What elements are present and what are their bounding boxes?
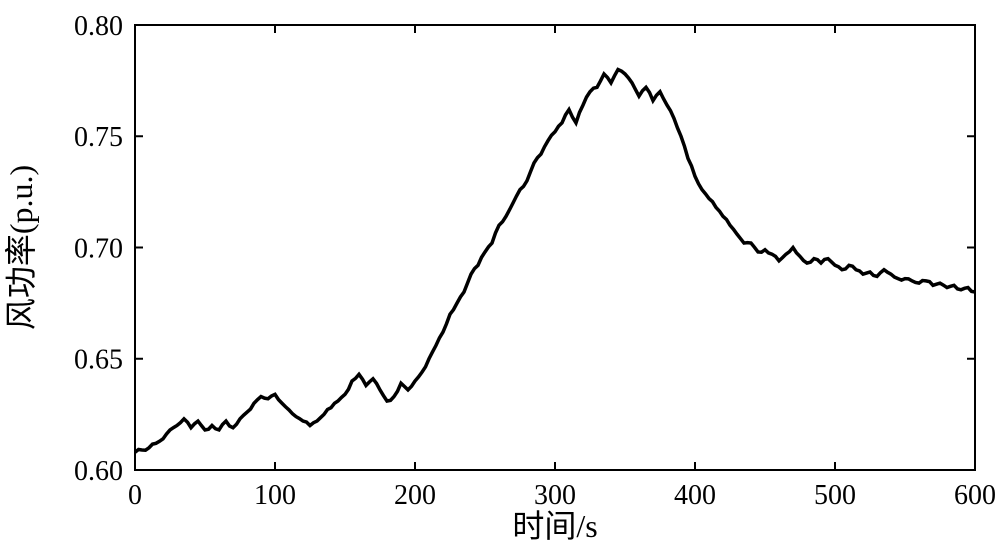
y-tick-label: 0.65 <box>74 345 123 376</box>
y-tick-label: 0.75 <box>74 122 123 153</box>
y-axis-label: 风功率(p.u.) <box>3 165 39 330</box>
y-tick-label: 0.70 <box>74 233 123 264</box>
x-tick-label: 400 <box>674 480 716 511</box>
y-tick-label: 0.60 <box>74 456 123 487</box>
x-tick-label: 200 <box>394 480 436 511</box>
wind-power-series <box>135 70 975 453</box>
x-tick-label: 300 <box>534 480 576 511</box>
chart-container: 0 100 200 300 400 500 600 0.60 0.65 0.70 0.75 0.80 时… <box>0 0 1000 555</box>
x-tick-label: 0 <box>128 480 142 511</box>
x-tick-label: 500 <box>814 480 856 511</box>
x-tick-label: 100 <box>254 480 296 511</box>
wind-power-line-chart: 0 100 200 300 400 500 600 0.60 0.65 0.70 0.75 0.80 时… <box>0 0 1000 555</box>
x-axis-label: 时间/s <box>512 508 597 544</box>
plot-border <box>135 25 975 470</box>
y-tick-label: 0.80 <box>74 11 123 42</box>
x-tick-label: 600 <box>954 480 996 511</box>
